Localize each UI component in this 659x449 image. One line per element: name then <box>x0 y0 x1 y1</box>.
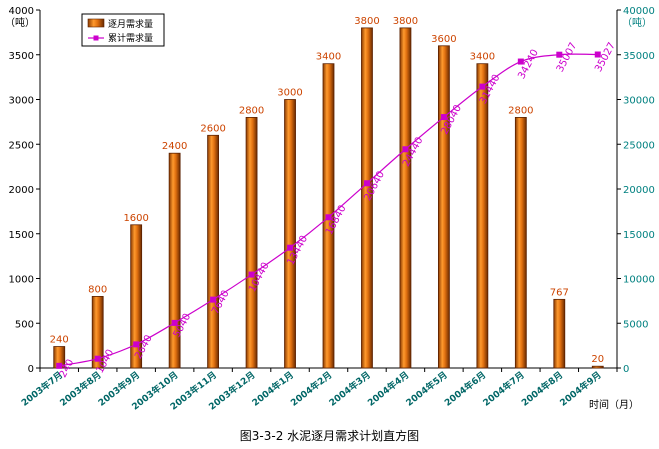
bar <box>207 134 220 369</box>
right-tick-label: 5000 <box>623 319 648 330</box>
x-category-label: 2004年1月 <box>250 369 296 409</box>
x-category-label: 2004年2月 <box>288 369 334 409</box>
bar-value-label: 3600 <box>431 34 456 45</box>
bar <box>437 45 450 369</box>
right-tick-label: 35000 <box>623 51 655 62</box>
line-group <box>56 51 601 369</box>
left-tick-label: 1500 <box>9 230 34 241</box>
bar-value-label: 767 <box>550 287 569 298</box>
x-category-label: 2004年4月 <box>365 369 411 409</box>
right-tick-label: 30000 <box>623 96 655 107</box>
line-point <box>287 244 294 251</box>
left-tick-label: 3500 <box>9 51 34 62</box>
line-point <box>171 319 178 326</box>
x-axis-title: 时间（月） <box>589 398 639 411</box>
bar-value-label: 3800 <box>393 16 418 27</box>
bar <box>245 117 258 369</box>
line-point <box>556 51 563 58</box>
left-tick-label: 2500 <box>9 140 34 151</box>
x-category-label: 2004年3月 <box>327 369 373 409</box>
x-category-label: 2004年5月 <box>404 369 450 409</box>
bar-value-label: 2800 <box>508 105 533 116</box>
right-axis-unit: （吨） <box>622 16 652 29</box>
legend-bar-label: 逐月需求量 <box>108 18 153 30</box>
right-tick-label: 20000 <box>623 185 655 196</box>
bar-value-label: 2600 <box>200 123 225 134</box>
bar-value-label: 1600 <box>123 213 148 224</box>
bar-value-label: 2800 <box>239 105 264 116</box>
bar-value-label: 3400 <box>316 52 341 63</box>
line-point <box>94 355 101 362</box>
legend-bar-swatch <box>87 18 105 28</box>
line-point <box>402 146 409 153</box>
chart-svg: 0500100015002000250030003500400005000100… <box>5 6 655 413</box>
right-tick-label: 15000 <box>623 230 655 241</box>
line-point <box>363 180 370 187</box>
left-tick-label: 3000 <box>9 96 34 107</box>
bar <box>476 63 489 369</box>
bar-value-label: 3400 <box>470 52 495 63</box>
line-point <box>133 341 140 348</box>
left-tick-label: 2000 <box>9 185 34 196</box>
bar <box>130 224 143 369</box>
bar <box>91 295 104 369</box>
x-category-label: 2004年7月 <box>480 369 526 409</box>
bar-value-label: 20 <box>591 354 604 365</box>
line-point <box>517 58 524 65</box>
right-tick-label: 0 <box>623 364 629 375</box>
left-tick-label: 0 <box>28 364 34 375</box>
right-tick-label: 10000 <box>623 275 655 286</box>
bar-value-label: 2400 <box>162 141 187 152</box>
x-category-label: 2004年6月 <box>442 369 488 409</box>
legend-line-label: 累计需求量 <box>108 32 153 44</box>
bar <box>553 298 566 369</box>
line-point <box>325 214 332 221</box>
bar-value-label: 3000 <box>277 88 302 99</box>
legend-line-marker <box>93 35 99 41</box>
bar <box>514 117 527 369</box>
left-tick-label: 500 <box>15 319 34 330</box>
legend-box <box>81 13 165 47</box>
bar-value-label: 240 <box>50 335 69 346</box>
right-tick-label: 40000 <box>623 6 655 17</box>
bar-value-label: 800 <box>88 284 107 295</box>
bar <box>591 365 604 369</box>
left-axis-unit: （吨） <box>5 16 35 29</box>
bar <box>284 99 296 369</box>
line-point <box>594 51 601 58</box>
line-point <box>248 271 255 278</box>
line-point <box>440 114 447 121</box>
line-point <box>479 83 486 90</box>
bar <box>361 27 373 369</box>
bar <box>399 27 412 369</box>
line-point <box>56 362 63 369</box>
left-tick-label: 4000 <box>9 6 34 17</box>
right-tick-label: 25000 <box>623 140 655 151</box>
line-point <box>210 296 217 303</box>
left-tick-label: 1000 <box>9 275 34 286</box>
x-category-label: 2004年8月 <box>519 369 565 409</box>
bar <box>168 152 181 369</box>
bar-value-label: 3800 <box>354 16 379 27</box>
figure-caption: 图3-3-2 水泥逐月需求计划直方图 <box>239 429 420 443</box>
